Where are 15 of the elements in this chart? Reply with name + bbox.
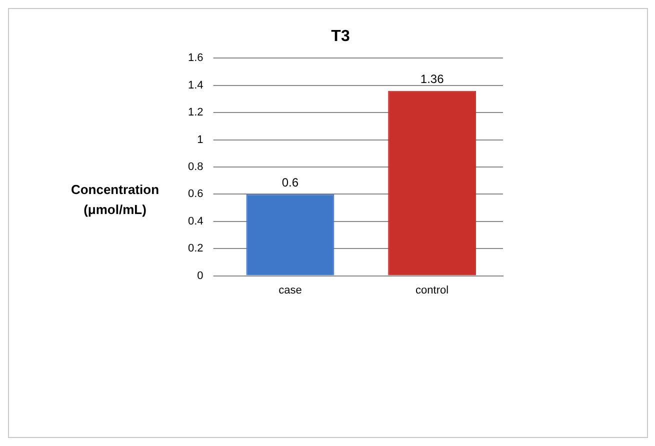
y-tick-label: 1.6 [188,52,204,64]
y-tick-label: 0.6 [188,188,204,200]
data-label: 1.36 [420,72,444,86]
y-tick-label: 0.2 [188,242,204,255]
x-tick-label: control [416,284,449,296]
chart-title: T3 [331,28,350,46]
x-tick-label: case [278,284,302,296]
y-tick-label: 1.4 [188,79,204,92]
y-tick-label: 0.4 [188,215,204,228]
y-tick-label: 0.8 [188,161,204,174]
data-label: 0.6 [282,176,299,190]
y-tick-label: 1.2 [188,106,204,119]
y-axis-title: Concentration (μmol/mL) [70,181,160,219]
y-tick-label: 0 [197,270,204,282]
y-tick-label: 1 [197,134,204,146]
